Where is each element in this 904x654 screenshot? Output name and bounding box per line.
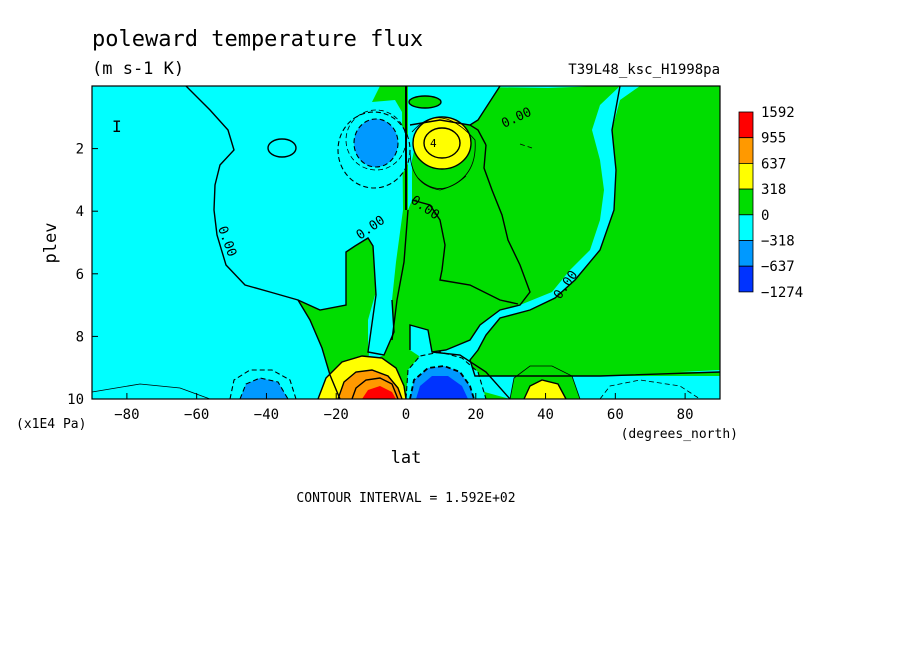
dashed-contour-lines (229, 109, 701, 399)
region-far-north-negative (600, 376, 720, 399)
x-tick-label: −20 (324, 407, 349, 423)
y-tick-label: 6 (76, 267, 84, 283)
x-unit-label: (degrees_north) (621, 427, 738, 442)
core-upper-north (413, 117, 471, 169)
patch-top (409, 96, 441, 108)
colorbar-swatch (738, 214, 754, 241)
x-axis: −80 −60 −40 −20 0 20 40 60 80 (114, 393, 694, 423)
region-south-negative (92, 86, 340, 399)
colorbar-swatch (738, 137, 754, 164)
x-tick-label: 0 (402, 407, 410, 423)
y-unit-label: (x1E4 Pa) (16, 417, 86, 432)
chart-title: poleward temperature flux (92, 27, 423, 52)
x-tick-label: 20 (467, 407, 484, 423)
y-axis: 2 4 6 8 10 (67, 142, 98, 408)
core-upper-south (354, 119, 398, 167)
core-lower-south-red (362, 386, 396, 399)
center-mark: 4 (430, 137, 437, 150)
colorbar-label: −318 (761, 234, 795, 250)
colorbar-label: −1274 (761, 285, 803, 301)
contour-interval: CONTOUR INTERVAL = 1.592E+02 (296, 491, 515, 506)
x-tick-label: −40 (254, 407, 279, 423)
x-tick-label: −80 (114, 407, 139, 423)
colorbar-swatch (738, 162, 754, 190)
contour-lines (92, 86, 720, 399)
equator-contour (391, 209, 409, 341)
colorbar-label: 955 (761, 131, 786, 147)
region-far-north-positive (470, 86, 720, 376)
colorbar-swatch (738, 111, 754, 139)
y-tick-label: 4 (76, 204, 84, 220)
y-axis-label: plev (41, 223, 61, 264)
region-north-cyan-strip (408, 86, 500, 210)
colorbar-swatch (738, 265, 754, 293)
colorbar-swatch (738, 240, 754, 267)
trough-lower-south (240, 378, 288, 399)
x-tick-label: 40 (537, 407, 554, 423)
run-label: T39L48_ksc_H1998pa (568, 62, 720, 78)
x-tick-label: 60 (607, 407, 624, 423)
crest-lower-north-yellow (524, 380, 566, 399)
plot-area (92, 86, 720, 399)
colorbar-label: 318 (761, 182, 786, 198)
units-label: (m s-1 K) (92, 59, 184, 79)
y-tick-label: 10 (67, 392, 84, 408)
y-tick-label: 8 (76, 329, 84, 345)
colorbar-swatch (738, 188, 754, 216)
colorbar-label: −637 (761, 259, 795, 275)
colorbar: 1592 955 637 318 0 −318 −637 −1274 (738, 105, 803, 301)
colorbar-label: 637 (761, 156, 786, 172)
y-tick-label: 2 (76, 142, 84, 158)
x-tick-label: 80 (677, 407, 694, 423)
core-lower-north-deep (416, 376, 468, 399)
colorbar-label: 1592 (761, 105, 795, 121)
x-tick-label: −60 (184, 407, 209, 423)
corner-mark: I (112, 117, 122, 136)
x-axis-label: lat (391, 448, 422, 468)
colorbar-label: 0 (761, 208, 769, 224)
